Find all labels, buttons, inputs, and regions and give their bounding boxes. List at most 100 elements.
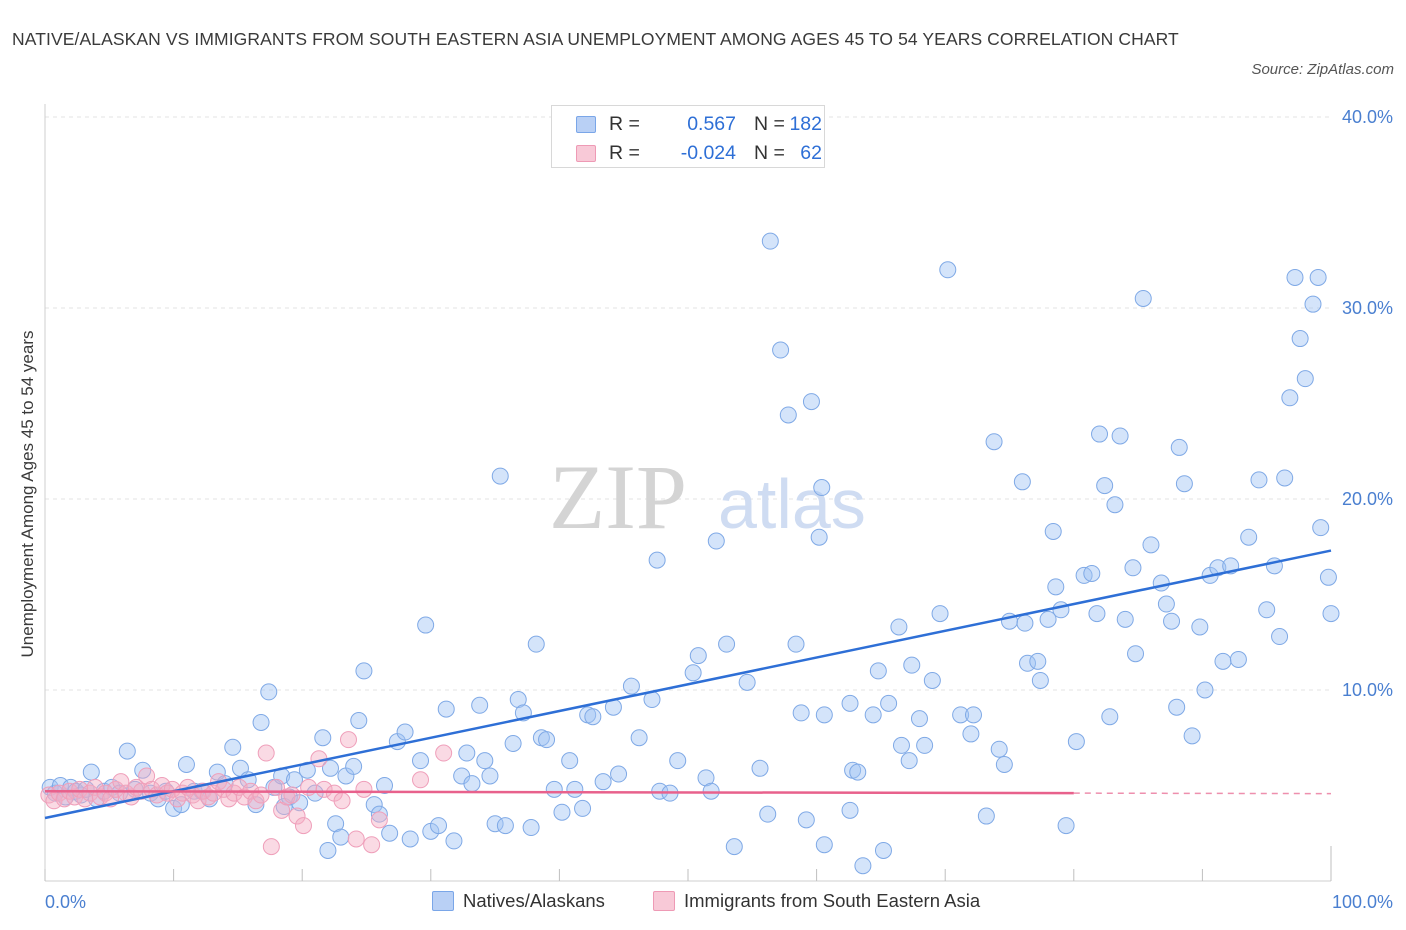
data-point-natives bbox=[1031, 671, 1049, 689]
legend-n-label: N = bbox=[754, 113, 785, 135]
data-point-immigrants bbox=[273, 801, 291, 819]
data-point-natives bbox=[504, 734, 522, 752]
data-point-natives bbox=[1276, 469, 1294, 487]
data-point-natives bbox=[481, 767, 499, 785]
data-point-natives bbox=[761, 232, 779, 250]
data-point-natives bbox=[445, 832, 463, 850]
data-point-immigrants bbox=[252, 786, 270, 804]
data-point-natives bbox=[430, 817, 448, 835]
data-point-natives bbox=[1286, 268, 1304, 286]
data-point-natives bbox=[486, 815, 504, 833]
bottom-legend-swatch-pink bbox=[653, 891, 675, 911]
data-point-natives bbox=[522, 819, 540, 837]
data-point-natives bbox=[1083, 564, 1101, 582]
data-point-immigrants bbox=[333, 792, 351, 810]
data-point-natives bbox=[1250, 471, 1268, 489]
data-point-natives bbox=[252, 713, 270, 731]
data-point-natives bbox=[802, 393, 820, 411]
legend-r-label: R = bbox=[609, 113, 640, 135]
data-point-natives bbox=[584, 708, 602, 726]
grid-lines bbox=[45, 116, 1331, 691]
tick-labels: 10.0% 20.0% 30.0% 40.0% 0.0% 100.0% bbox=[45, 107, 1393, 912]
data-point-natives bbox=[962, 725, 980, 743]
trend-line-natives bbox=[44, 549, 1332, 820]
data-point-natives bbox=[1152, 574, 1170, 592]
data-point-natives bbox=[939, 261, 957, 279]
data-point-natives bbox=[864, 706, 882, 724]
x-tick-label: 100.0% bbox=[1332, 892, 1393, 912]
data-point-natives bbox=[1312, 519, 1330, 537]
data-point-immigrants bbox=[300, 778, 318, 796]
immigrants-points bbox=[40, 731, 453, 856]
data-point-natives bbox=[327, 815, 345, 833]
data-point-natives bbox=[813, 479, 831, 497]
data-point-natives bbox=[165, 799, 183, 817]
data-point-natives bbox=[1067, 733, 1085, 751]
data-point-natives bbox=[797, 811, 815, 829]
data-point-natives bbox=[849, 763, 867, 781]
legend-n-value: 62 bbox=[800, 142, 822, 164]
data-point-natives bbox=[1296, 370, 1314, 388]
x-tick-label: 0.0% bbox=[45, 892, 86, 912]
data-point-natives bbox=[345, 757, 363, 775]
data-point-natives bbox=[224, 738, 242, 756]
data-point-natives bbox=[476, 752, 494, 770]
data-point-immigrants bbox=[189, 792, 207, 810]
data-point-natives bbox=[574, 799, 592, 817]
data-point-natives bbox=[610, 765, 628, 783]
data-point-immigrants bbox=[294, 817, 312, 835]
legend-r-label: R = bbox=[609, 142, 640, 164]
data-point-natives bbox=[787, 635, 805, 653]
data-point-natives bbox=[1157, 595, 1175, 613]
data-point-natives bbox=[1319, 568, 1337, 586]
data-point-natives bbox=[792, 704, 810, 722]
trend-lines bbox=[44, 549, 1332, 820]
data-point-natives bbox=[566, 780, 584, 798]
data-point-natives bbox=[738, 673, 756, 691]
data-point-natives bbox=[622, 677, 640, 695]
data-point-natives bbox=[815, 706, 833, 724]
data-point-natives bbox=[1168, 698, 1186, 716]
data-point-natives bbox=[1163, 612, 1181, 630]
data-point-natives bbox=[1134, 289, 1152, 307]
data-point-natives bbox=[553, 803, 571, 821]
data-point-natives bbox=[1291, 330, 1309, 348]
legend-r-value: 0.567 bbox=[687, 113, 736, 135]
data-point-natives bbox=[118, 742, 136, 760]
data-point-natives bbox=[1057, 817, 1075, 835]
y-tick-label: 20.0% bbox=[1342, 489, 1393, 509]
data-point-natives bbox=[1124, 559, 1142, 577]
data-point-natives bbox=[332, 828, 350, 846]
data-point-natives bbox=[964, 706, 982, 724]
data-point-natives bbox=[545, 780, 563, 798]
data-point-natives bbox=[841, 801, 859, 819]
data-point-immigrants bbox=[363, 836, 381, 854]
data-point-natives bbox=[1175, 475, 1193, 493]
data-point-natives bbox=[1116, 610, 1134, 628]
y-axis-label: Unemployment Among Ages 45 to 54 years bbox=[18, 331, 37, 658]
data-point-natives bbox=[903, 656, 921, 674]
data-point-natives bbox=[370, 805, 388, 823]
data-point-immigrants bbox=[435, 744, 453, 762]
data-point-immigrants bbox=[412, 771, 430, 789]
data-point-natives bbox=[910, 710, 928, 728]
data-point-natives bbox=[1322, 605, 1340, 623]
axes bbox=[44, 104, 1332, 882]
data-point-immigrants bbox=[288, 807, 306, 825]
data-point-natives bbox=[1091, 425, 1109, 443]
bottom-legend-label: Natives/Alaskans bbox=[463, 890, 605, 911]
data-point-natives bbox=[417, 616, 435, 634]
y-tick-label: 10.0% bbox=[1342, 680, 1393, 700]
data-point-natives bbox=[718, 635, 736, 653]
data-point-natives bbox=[1309, 268, 1327, 286]
data-point-natives bbox=[437, 700, 455, 718]
data-point-natives bbox=[1142, 536, 1160, 554]
data-point-natives bbox=[561, 752, 579, 770]
data-point-immigrants bbox=[355, 780, 373, 798]
data-point-natives bbox=[365, 796, 383, 814]
data-point-natives bbox=[350, 712, 368, 730]
data-point-natives bbox=[841, 694, 859, 712]
data-point-natives bbox=[1016, 614, 1034, 632]
data-point-natives bbox=[1047, 578, 1065, 596]
